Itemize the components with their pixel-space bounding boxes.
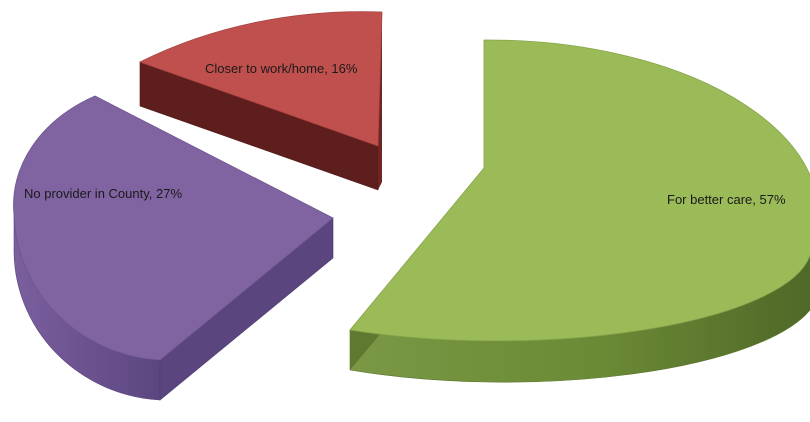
data-label-no-provider-in-county: No provider in County, 27% xyxy=(24,186,182,201)
pie-slice-no-provider-in-county-top xyxy=(13,95,334,361)
data-label-closer-to-work-home: Closer to work/home, 16% xyxy=(205,61,358,76)
pie-slice-closer-to-work-home-top xyxy=(138,11,383,147)
pie-slice-for-better-care xyxy=(349,39,810,383)
pie-slice-no-provider-in-county xyxy=(13,95,334,401)
pie-slice-closer-to-work-home xyxy=(138,11,383,191)
data-label-for-better-care: For better care, 57% xyxy=(667,192,786,207)
pie-slice-for-better-care-top xyxy=(349,39,810,342)
